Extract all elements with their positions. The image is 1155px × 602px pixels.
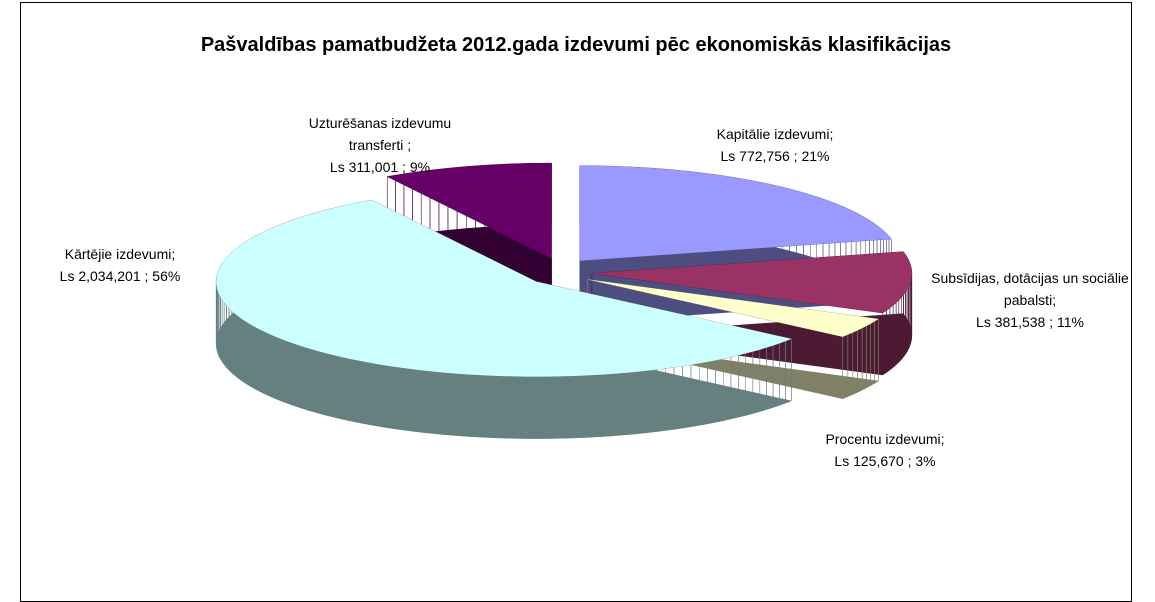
data-label: Kapitālie izdevumi; Ls 772,756 ; 21% bbox=[665, 123, 885, 167]
slice bbox=[587, 279, 879, 400]
chart-title: Pašvaldības pamatbudžeta 2012.gada izdev… bbox=[200, 34, 952, 56]
slice bbox=[215, 199, 792, 439]
data-label: Procentu izdevumi; Ls 125,670 ; 3% bbox=[785, 428, 985, 472]
slice-top bbox=[387, 163, 552, 259]
data-label: Uzturēšanas izdevumu transferti ; Ls 311,… bbox=[290, 112, 470, 178]
chart bbox=[215, 162, 913, 439]
slice-top bbox=[579, 165, 892, 261]
value-label: Ls 772,756 ; 21% bbox=[720, 148, 830, 164]
slice-top bbox=[216, 200, 792, 377]
category-label: Uzturēšanas izdevumu transferti ; bbox=[308, 115, 452, 153]
value-label: Ls 311,001 ; 9% bbox=[329, 159, 431, 175]
page: Pašvaldības pamatbudžeta 2012.gada izdev… bbox=[20, 2, 1132, 602]
data-label: Subsīdijas, dotācijas un sociālie pabals… bbox=[930, 267, 1130, 333]
value-label: Ls 2,034,201 ; 56% bbox=[59, 268, 181, 284]
value-label: Ls 125,670 ; 3% bbox=[834, 453, 936, 469]
value-label: Ls 381,538 ; 11% bbox=[976, 314, 1084, 330]
slice-top bbox=[591, 251, 912, 314]
category-label: Subsīdijas, dotācijas un sociālie pabals… bbox=[931, 270, 1129, 308]
data-label: Kārtējie izdevumi; Ls 2,034,201 ; 56% bbox=[20, 243, 220, 287]
slice-top bbox=[587, 279, 879, 337]
category-label: Kārtējie izdevumi; bbox=[64, 246, 176, 262]
category-label: Kapitālie izdevumi; bbox=[716, 126, 834, 142]
category-label: Procentu izdevumi; bbox=[825, 431, 945, 447]
